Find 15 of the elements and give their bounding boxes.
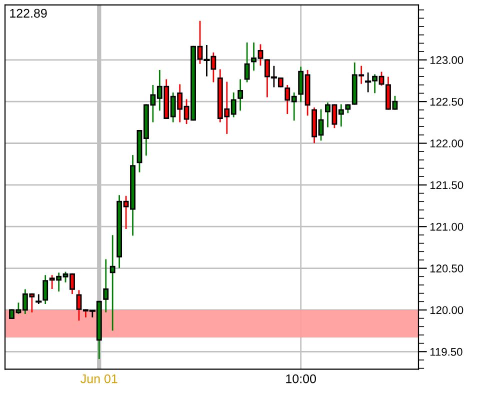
candlestick xyxy=(110,235,116,331)
y-tick-label: 120.00 xyxy=(430,306,464,314)
chart-title: 122.89 xyxy=(10,8,47,18)
y-tick-label: 123.00 xyxy=(430,56,464,64)
y-tick-label: 122.00 xyxy=(430,140,464,148)
x-tick-label: 10:00 xyxy=(286,374,316,384)
candlestick xyxy=(238,79,244,111)
y-tick-label: 122.50 xyxy=(430,98,464,106)
y-tick-label: 121.50 xyxy=(430,181,464,190)
x-tick-label: Jun 01 xyxy=(80,374,118,384)
candlestick xyxy=(103,259,109,312)
y-tick-label: 120.50 xyxy=(430,264,464,272)
candlestick xyxy=(244,42,250,82)
y-tick-label: 121.00 xyxy=(430,222,464,231)
y-tick-label: 119.50 xyxy=(430,348,462,356)
